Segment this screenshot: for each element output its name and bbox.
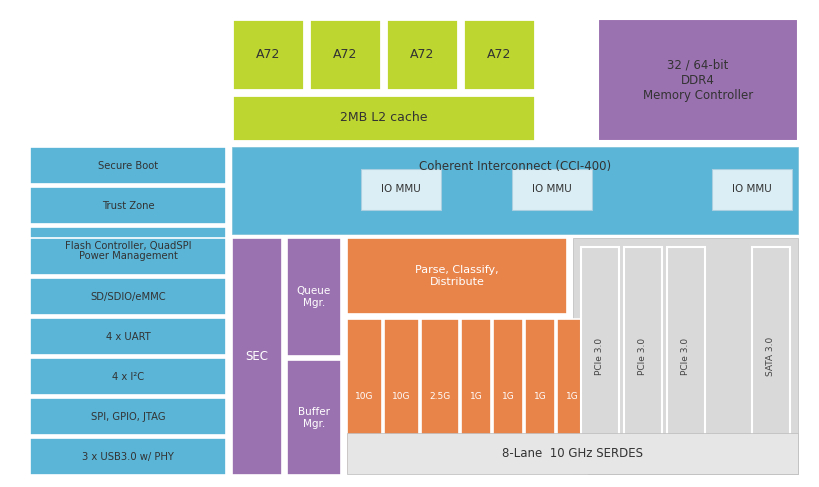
Text: IO MMU: IO MMU <box>532 185 571 194</box>
Text: 1G: 1G <box>533 392 545 401</box>
Text: 4 x UART: 4 x UART <box>106 332 150 341</box>
Bar <box>30 147 226 184</box>
Bar <box>383 319 419 474</box>
Bar <box>711 169 791 210</box>
Text: PCIe 3.0: PCIe 3.0 <box>681 337 690 375</box>
Bar <box>386 19 458 90</box>
Bar <box>232 147 797 234</box>
Text: SD/SDIO/eMMC: SD/SDIO/eMMC <box>90 292 165 301</box>
Bar <box>623 247 661 466</box>
Bar <box>30 187 226 224</box>
Bar <box>463 19 534 90</box>
Text: SEC: SEC <box>245 350 268 363</box>
Bar <box>346 238 566 314</box>
Text: Coherent Interconnect (CCI-400): Coherent Interconnect (CCI-400) <box>419 160 610 173</box>
Bar <box>751 247 789 466</box>
Bar <box>30 318 226 355</box>
Bar <box>232 95 534 141</box>
Text: PCIe 3.0: PCIe 3.0 <box>638 337 647 375</box>
Bar <box>346 319 382 474</box>
Text: Flash Controller, QuadSPI: Flash Controller, QuadSPI <box>65 241 191 251</box>
Bar <box>524 319 554 474</box>
Bar <box>30 438 226 475</box>
Text: Secure Boot: Secure Boot <box>97 161 158 170</box>
Text: A72: A72 <box>256 48 280 61</box>
Bar <box>460 319 491 474</box>
Bar <box>287 360 341 475</box>
Bar <box>346 433 797 474</box>
Bar <box>581 247 618 466</box>
Text: 4 x I²C: 4 x I²C <box>112 372 144 382</box>
Bar <box>511 169 591 210</box>
Bar <box>360 169 441 210</box>
Text: IO MMU: IO MMU <box>381 185 420 194</box>
Text: 3 x USB3.0 w/ PHY: 3 x USB3.0 w/ PHY <box>82 452 174 462</box>
Text: SATA 3.0: SATA 3.0 <box>766 337 775 375</box>
Bar <box>30 358 226 395</box>
Text: 2.5G: 2.5G <box>429 392 450 401</box>
Text: Trust Zone: Trust Zone <box>102 201 154 210</box>
Text: 10G: 10G <box>391 392 410 401</box>
Bar <box>556 319 586 474</box>
Text: 10G: 10G <box>355 392 373 401</box>
Bar <box>232 238 282 475</box>
Text: 1G: 1G <box>501 392 514 401</box>
Text: SPI, GPIO, JTAG: SPI, GPIO, JTAG <box>91 412 165 422</box>
Text: PCIe 3.0: PCIe 3.0 <box>595 337 604 375</box>
Bar <box>30 278 226 315</box>
Bar <box>572 238 797 474</box>
Bar <box>30 398 226 435</box>
Text: Parse, Classify,
Distribute: Parse, Classify, Distribute <box>414 265 498 287</box>
Text: 8-Lane  10 GHz SERDES: 8-Lane 10 GHz SERDES <box>501 447 642 460</box>
Bar <box>666 247 704 466</box>
Text: 2MB L2 cache: 2MB L2 cache <box>339 112 427 125</box>
Bar <box>232 19 304 90</box>
Text: A72: A72 <box>410 48 433 61</box>
Bar <box>309 19 381 90</box>
Bar <box>420 319 459 474</box>
Text: 32 / 64-bit
DDR4
Memory Controller: 32 / 64-bit DDR4 Memory Controller <box>642 58 752 102</box>
Text: 1G: 1G <box>469 392 482 401</box>
Text: IO MMU: IO MMU <box>731 185 771 194</box>
Bar <box>597 19 797 141</box>
Text: A72: A72 <box>486 48 510 61</box>
Text: A72: A72 <box>333 48 357 61</box>
Bar <box>30 238 226 275</box>
Bar <box>287 238 341 356</box>
Text: Buffer
Mgr.: Buffer Mgr. <box>297 407 329 429</box>
Text: Power Management: Power Management <box>79 251 177 262</box>
Bar <box>492 319 523 474</box>
Text: Queue
Mgr.: Queue Mgr. <box>296 286 331 308</box>
Bar <box>30 227 226 264</box>
Text: 1G: 1G <box>565 392 577 401</box>
